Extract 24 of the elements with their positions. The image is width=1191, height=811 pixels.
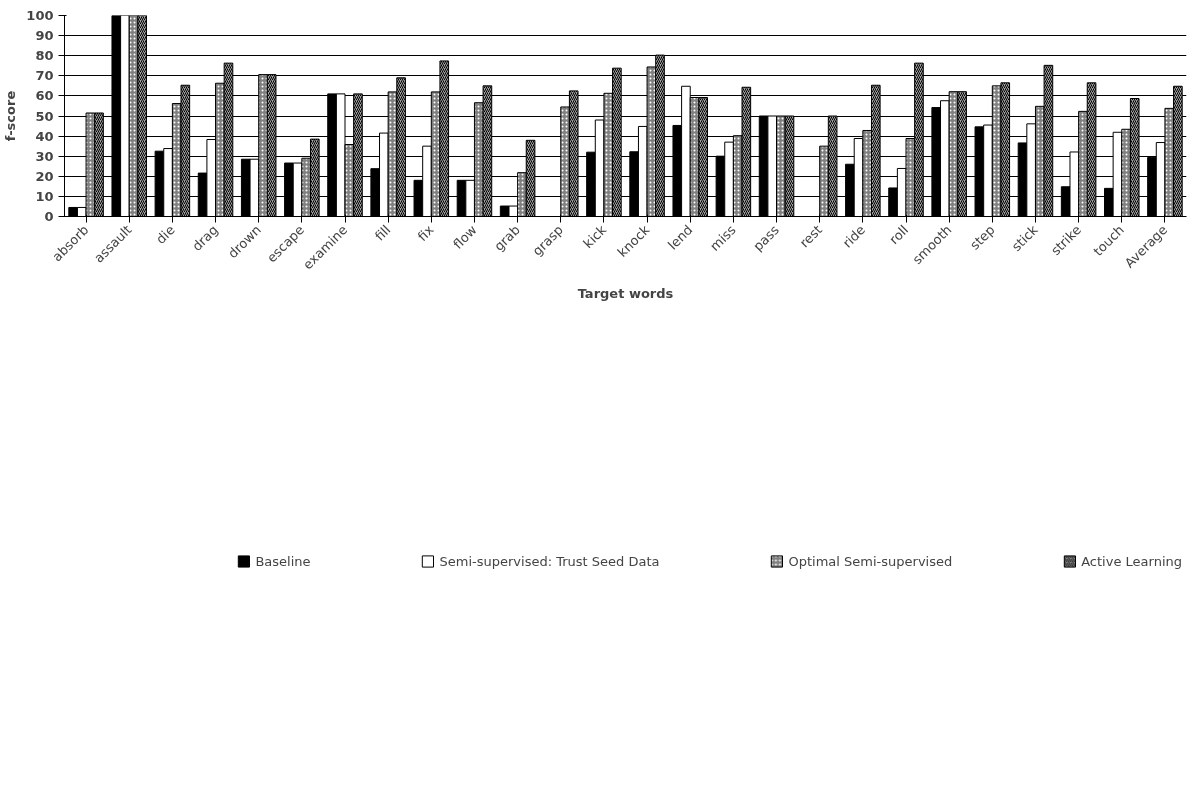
y-tick-label: 30 xyxy=(35,148,54,164)
x-tick-label: fix xyxy=(414,221,437,245)
y-tick-label: 10 xyxy=(35,188,54,204)
x-axis-title: Target words xyxy=(577,285,674,301)
legend-label: Optimal Semi-supervised xyxy=(788,553,953,569)
y-tick-label: 20 xyxy=(35,168,54,184)
x-tick-label: kick xyxy=(580,221,610,252)
y-axis-title: f-score xyxy=(3,90,19,142)
x-tick-label: die xyxy=(153,222,178,247)
legend-label: Baseline xyxy=(255,553,311,569)
y-tick-label: 40 xyxy=(35,128,54,144)
legend-label: Active Learning xyxy=(1081,553,1182,569)
x-tick-label: rest xyxy=(796,222,825,251)
y-tick-label: 100 xyxy=(26,8,54,23)
y-tick-label: 90 xyxy=(35,28,54,44)
x-tick-label: fill xyxy=(371,222,394,244)
y-tick-label: 0 xyxy=(44,209,54,224)
y-tick-label: 60 xyxy=(35,88,54,104)
legend-label: Semi-supervised: Trust Seed Data xyxy=(439,553,660,569)
y-tick-label: 50 xyxy=(35,108,54,124)
x-tick-label: ride xyxy=(839,222,869,251)
x-tick-label: roll xyxy=(886,222,912,248)
y-tick-label: 70 xyxy=(35,68,54,84)
y-tick-label: 80 xyxy=(35,48,54,64)
